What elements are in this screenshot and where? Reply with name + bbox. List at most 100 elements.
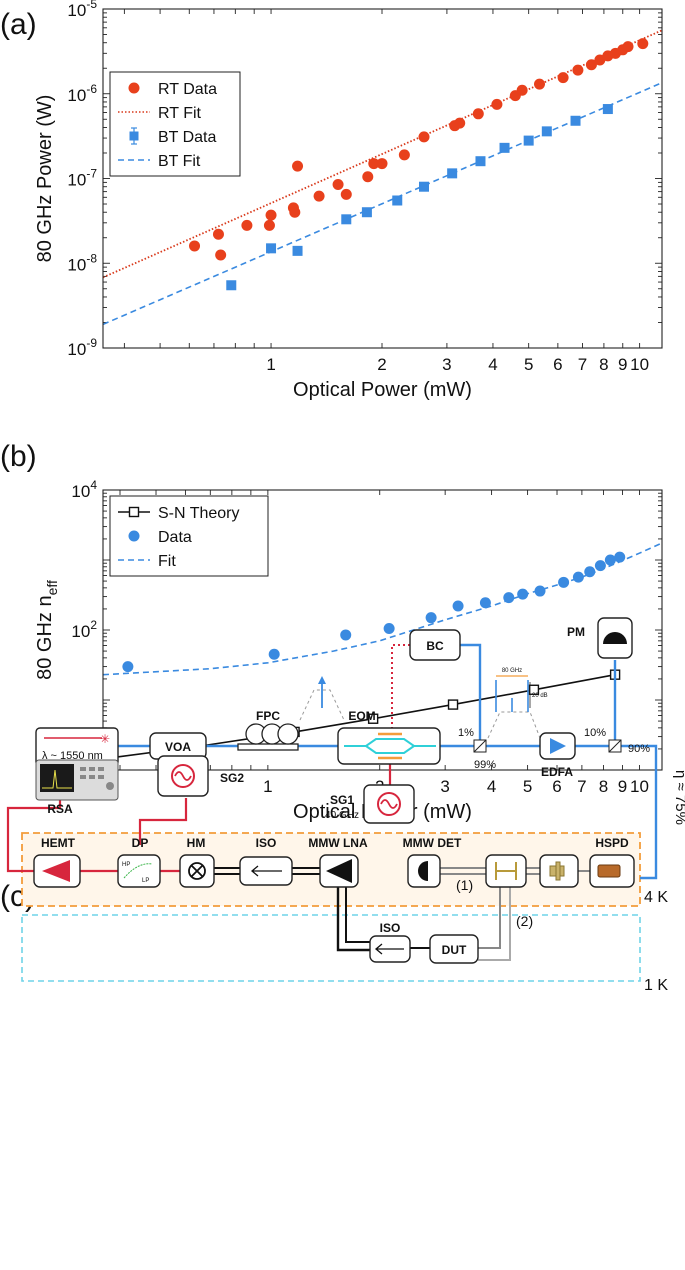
data-point: [212, 228, 224, 240]
x-tick-label: 9: [618, 355, 627, 374]
waveguide-flange-icon: [495, 862, 517, 880]
data-point: [265, 209, 277, 221]
rsa-label: RSA: [47, 802, 73, 816]
data-point: [499, 142, 510, 153]
y-axis-label: 80 GHz Power (W): [34, 95, 56, 263]
bc-box: [409, 629, 461, 661]
pm-label: PM: [567, 625, 585, 639]
dp-hp-label: HP: [122, 862, 130, 868]
split-10pct-label: 10%: [584, 727, 606, 739]
sine-icon-2: [174, 771, 192, 781]
isolator-arrow-icon: [250, 865, 282, 877]
x-tick-label: 8: [599, 355, 608, 374]
spectrum-80ghz-label: 80 GHz: [502, 668, 522, 674]
data-point: [602, 104, 613, 115]
x-tick-label: 1: [263, 777, 272, 796]
mmw-path: [214, 867, 590, 961]
dut-box: [429, 934, 479, 964]
data-point: [425, 612, 437, 624]
y-tick-label: 10-6: [67, 82, 97, 105]
x-tick-label: 7: [578, 355, 587, 374]
eom-label: EOM: [348, 709, 375, 723]
data-point: [376, 158, 388, 170]
data-point: [392, 195, 403, 206]
data-point: [585, 59, 597, 71]
polarization-inset-icon: [299, 676, 345, 721]
data-point: [472, 108, 484, 120]
data-point: [534, 585, 546, 597]
data-point: [289, 206, 301, 218]
legend-label: Data: [158, 529, 192, 546]
amplifier-icon: [550, 738, 566, 754]
legend-label: S-N Theory: [158, 505, 240, 522]
x-tick-label: 4: [487, 777, 496, 796]
split-1pct-label: 1%: [458, 727, 474, 739]
data-point: [454, 117, 466, 129]
data-point: [398, 149, 410, 161]
legend-marker: [128, 82, 140, 94]
x-tick-label: 5: [524, 355, 533, 374]
mixer-icon: [190, 864, 204, 878]
legend-label: BT Data: [158, 129, 217, 146]
x-tick-label: 7: [577, 777, 586, 796]
voa-label: VOA: [165, 740, 191, 754]
chart-a: 1 2 3 4 5 6 7 8 9 10 10-9 10-8 10-7 10-6 10-5 Optical P…: [34, 0, 663, 401]
legend-marker: [129, 131, 139, 141]
data-point: [570, 115, 581, 126]
data-point: [122, 661, 134, 673]
hemt-label: HEMT: [41, 836, 76, 850]
legend-label: RT Data: [158, 81, 217, 98]
x-tick-label: 1: [266, 355, 275, 374]
laser-icon: ✳: [100, 732, 110, 746]
mmw-det-label: MMW DET: [403, 836, 462, 850]
rsa-instrument: [35, 759, 119, 801]
data-point: [447, 168, 458, 179]
axes-frame: [102, 489, 663, 771]
data-point: [341, 214, 352, 225]
data-point: [604, 554, 616, 566]
stage-4k-label: 4 K: [644, 889, 668, 906]
legend-marker: [128, 506, 140, 518]
edfa-label: EDFA: [541, 765, 573, 779]
y-tick-label: 102: [71, 618, 97, 641]
dp-box: [117, 854, 161, 888]
legend: RT Data RT Fit BT Data BT Fit: [109, 71, 241, 177]
data-point: [268, 648, 280, 660]
legend-marker: [128, 530, 140, 542]
sine-icon: [380, 799, 398, 809]
data-point: [332, 178, 344, 190]
x-tick-label: 5: [523, 777, 532, 796]
y-axis-label: 80 GHz neff: [34, 580, 60, 680]
legend-label: RT Fit: [158, 105, 202, 122]
data-point: [340, 188, 352, 200]
data-point: [313, 190, 325, 202]
data-point: [418, 181, 429, 192]
fpc-paddles-icon: [237, 723, 299, 751]
rf-path: [6, 644, 410, 873]
data-point: [622, 41, 634, 53]
data-point: [215, 249, 227, 261]
efficiency-label: η ≈ 75%: [672, 770, 685, 825]
spectrum-inset: 80 GHz 20 dB: [487, 668, 548, 739]
data-point: [541, 126, 552, 137]
mmw-lna-label: MMW LNA: [308, 836, 368, 850]
x-tick-label: 8: [599, 777, 608, 796]
optical-path: [118, 643, 658, 880]
setup-diagram: 4 K 1 K: [6, 617, 685, 994]
split-99pct-label: 99%: [474, 759, 496, 771]
hm-label: HM: [187, 836, 206, 850]
path-1-label: (1): [456, 877, 473, 893]
panel-label-a: (a): [0, 8, 37, 41]
isolator-arrow-icon-2: [374, 943, 404, 955]
y-tick-label: 10-7: [67, 167, 97, 190]
data-point: [226, 280, 237, 291]
data-point: [491, 98, 503, 110]
sg2-label: SG2: [220, 771, 244, 785]
data-point: [362, 171, 374, 183]
data-point: [475, 156, 486, 167]
data-point: [637, 38, 649, 50]
data-point: [241, 219, 253, 231]
plot-area: [103, 29, 662, 326]
legend-label: BT Fit: [158, 153, 201, 170]
waveguide-transition-icon: [549, 861, 565, 881]
